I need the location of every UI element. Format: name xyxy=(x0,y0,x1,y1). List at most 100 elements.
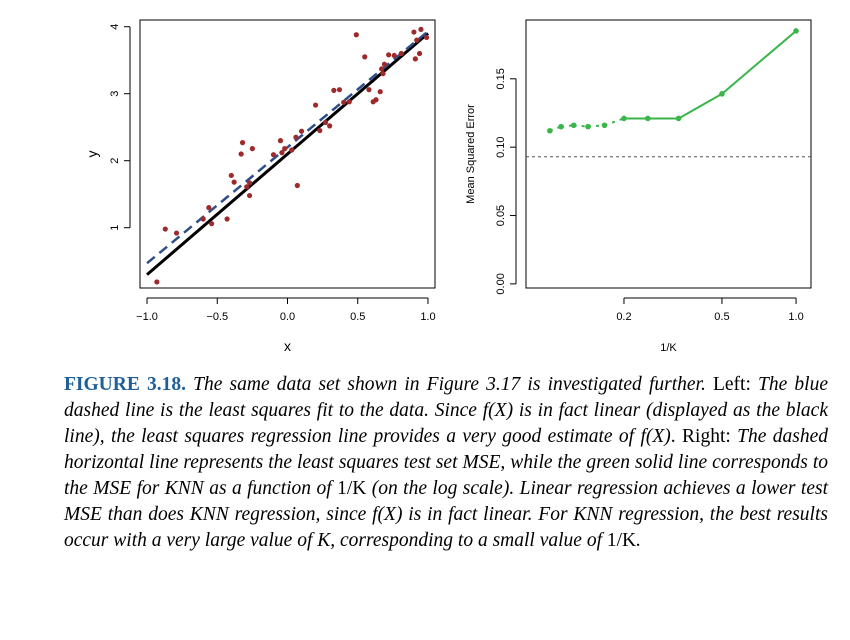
caption-right-label: Right: xyxy=(682,426,731,447)
caption-math: 1/K xyxy=(606,530,637,551)
knn-mse-segment xyxy=(678,92,723,120)
data-point xyxy=(373,97,379,103)
knn-mse-point xyxy=(558,123,564,130)
left-y-axis: 1 2 3 4 xyxy=(109,24,131,231)
caption-text: . xyxy=(670,426,683,447)
left-fit-lines xyxy=(146,30,429,276)
data-point xyxy=(224,216,230,222)
data-point xyxy=(418,26,424,32)
data-point xyxy=(289,147,295,153)
knn-mse-point xyxy=(793,28,799,34)
data-point xyxy=(336,87,343,93)
knn-mse-point xyxy=(675,115,682,122)
left-x-tick-label: 0.0 xyxy=(280,311,295,323)
caption-math: f(X) xyxy=(482,400,514,421)
data-point xyxy=(298,128,305,134)
figure-caption: FIGURE 3.18. The same data set shown in … xyxy=(64,372,828,554)
data-point xyxy=(312,102,319,108)
right-panel-mse-plot: 0.2 0.5 1.0 0.00 0.05 0.10 0.15 1/K Mean Squa… xyxy=(465,19,812,354)
right-x-axis-title: 1/K xyxy=(660,342,677,354)
caption-text: is in fact linear. For KNN regression, t… xyxy=(64,504,828,551)
knn-mse-point xyxy=(547,127,553,134)
right-y-tick-label: 0.05 xyxy=(495,205,507,226)
right-x-tick-label: 0.2 xyxy=(616,311,631,323)
data-point xyxy=(294,182,300,189)
caption-math: 1/K xyxy=(337,478,367,499)
data-point xyxy=(322,119,329,126)
caption-text: The dashed horizontal line represents th… xyxy=(64,426,828,499)
knn-mse-point xyxy=(719,91,725,97)
data-point xyxy=(293,134,299,140)
caption-figure-label: FIGURE 3.18. xyxy=(64,374,186,395)
data-point xyxy=(317,127,323,134)
caption-math: f(X) xyxy=(640,426,671,447)
data-point xyxy=(411,29,417,35)
data-point xyxy=(423,34,430,41)
data-point xyxy=(362,54,368,60)
data-point xyxy=(154,279,160,285)
data-point xyxy=(353,32,359,38)
data-point xyxy=(209,221,215,227)
data-point xyxy=(246,192,253,199)
data-point xyxy=(238,151,244,157)
data-point xyxy=(380,71,386,77)
caption-text: , corresponding to a small value of xyxy=(330,530,607,551)
data-point xyxy=(386,52,392,58)
left-data-points xyxy=(154,26,430,285)
data-point xyxy=(228,172,234,179)
left-x-tick-label: −0.5 xyxy=(206,311,228,323)
data-point xyxy=(412,56,418,62)
left-x-axis: −1.0 −0.5 0.0 0.5 1.0 xyxy=(136,297,436,323)
left-y-tick-label: 2 xyxy=(109,158,121,164)
data-point xyxy=(279,150,285,156)
left-plot-frame xyxy=(139,19,436,289)
data-point xyxy=(327,123,333,129)
knn-mse-segment xyxy=(721,30,797,95)
knn-mse-point xyxy=(621,115,627,122)
left-x-axis-title: x xyxy=(284,338,291,354)
data-point xyxy=(231,179,237,185)
data-point xyxy=(366,87,372,93)
data-point xyxy=(246,180,253,186)
data-point xyxy=(381,61,388,67)
data-point xyxy=(206,205,212,211)
caption-left-label: Left: xyxy=(712,374,751,395)
right-plot-frame xyxy=(525,19,812,289)
data-point xyxy=(341,99,347,106)
caption-text: (on the log scale). Linear regression ac… xyxy=(64,478,829,525)
caption-text: The same data set shown in Figure 3.17 i… xyxy=(185,374,706,395)
true-linear-function-line xyxy=(146,32,429,276)
data-point xyxy=(398,50,404,57)
data-point xyxy=(416,50,423,57)
knn-mse-segment xyxy=(604,117,625,127)
left-x-tick-label: −1.0 xyxy=(136,311,158,323)
knn-mse-point xyxy=(601,122,608,129)
right-y-axis: 0.00 0.05 0.10 0.15 xyxy=(495,68,517,295)
left-x-tick-label: 1.0 xyxy=(420,311,435,323)
right-x-axis: 0.2 0.5 1.0 xyxy=(616,297,804,323)
data-point xyxy=(379,66,385,72)
right-y-axis-title: Mean Squared Error xyxy=(465,104,477,204)
data-point xyxy=(391,52,397,59)
data-point xyxy=(282,146,288,152)
left-y-tick-label: 4 xyxy=(109,24,121,30)
data-point xyxy=(270,152,277,158)
data-point xyxy=(162,226,168,232)
left-panel-scatter-plot: −1.0 −0.5 0.0 0.5 1.0 1 2 3 4 x y xyxy=(84,19,436,354)
data-point xyxy=(414,37,420,43)
data-point xyxy=(200,216,206,222)
right-x-tick-label: 0.5 xyxy=(714,311,729,323)
left-y-tick-label: 3 xyxy=(109,91,121,97)
caption-math: f(X) xyxy=(372,504,403,525)
left-x-tick-label: 0.5 xyxy=(350,311,365,323)
data-point xyxy=(244,184,250,190)
data-point xyxy=(377,89,383,95)
right-x-tick-label: 1.0 xyxy=(788,311,803,323)
caption-math: K xyxy=(317,530,331,551)
left-y-tick-label: 1 xyxy=(109,225,121,231)
right-y-tick-label: 0.00 xyxy=(495,273,507,294)
caption-text: is in fact linear (displayed as the blac… xyxy=(64,400,828,447)
knn-mse-point xyxy=(570,122,577,129)
left-y-axis-title: y xyxy=(84,151,100,158)
least-squares-fit-line xyxy=(146,30,429,265)
